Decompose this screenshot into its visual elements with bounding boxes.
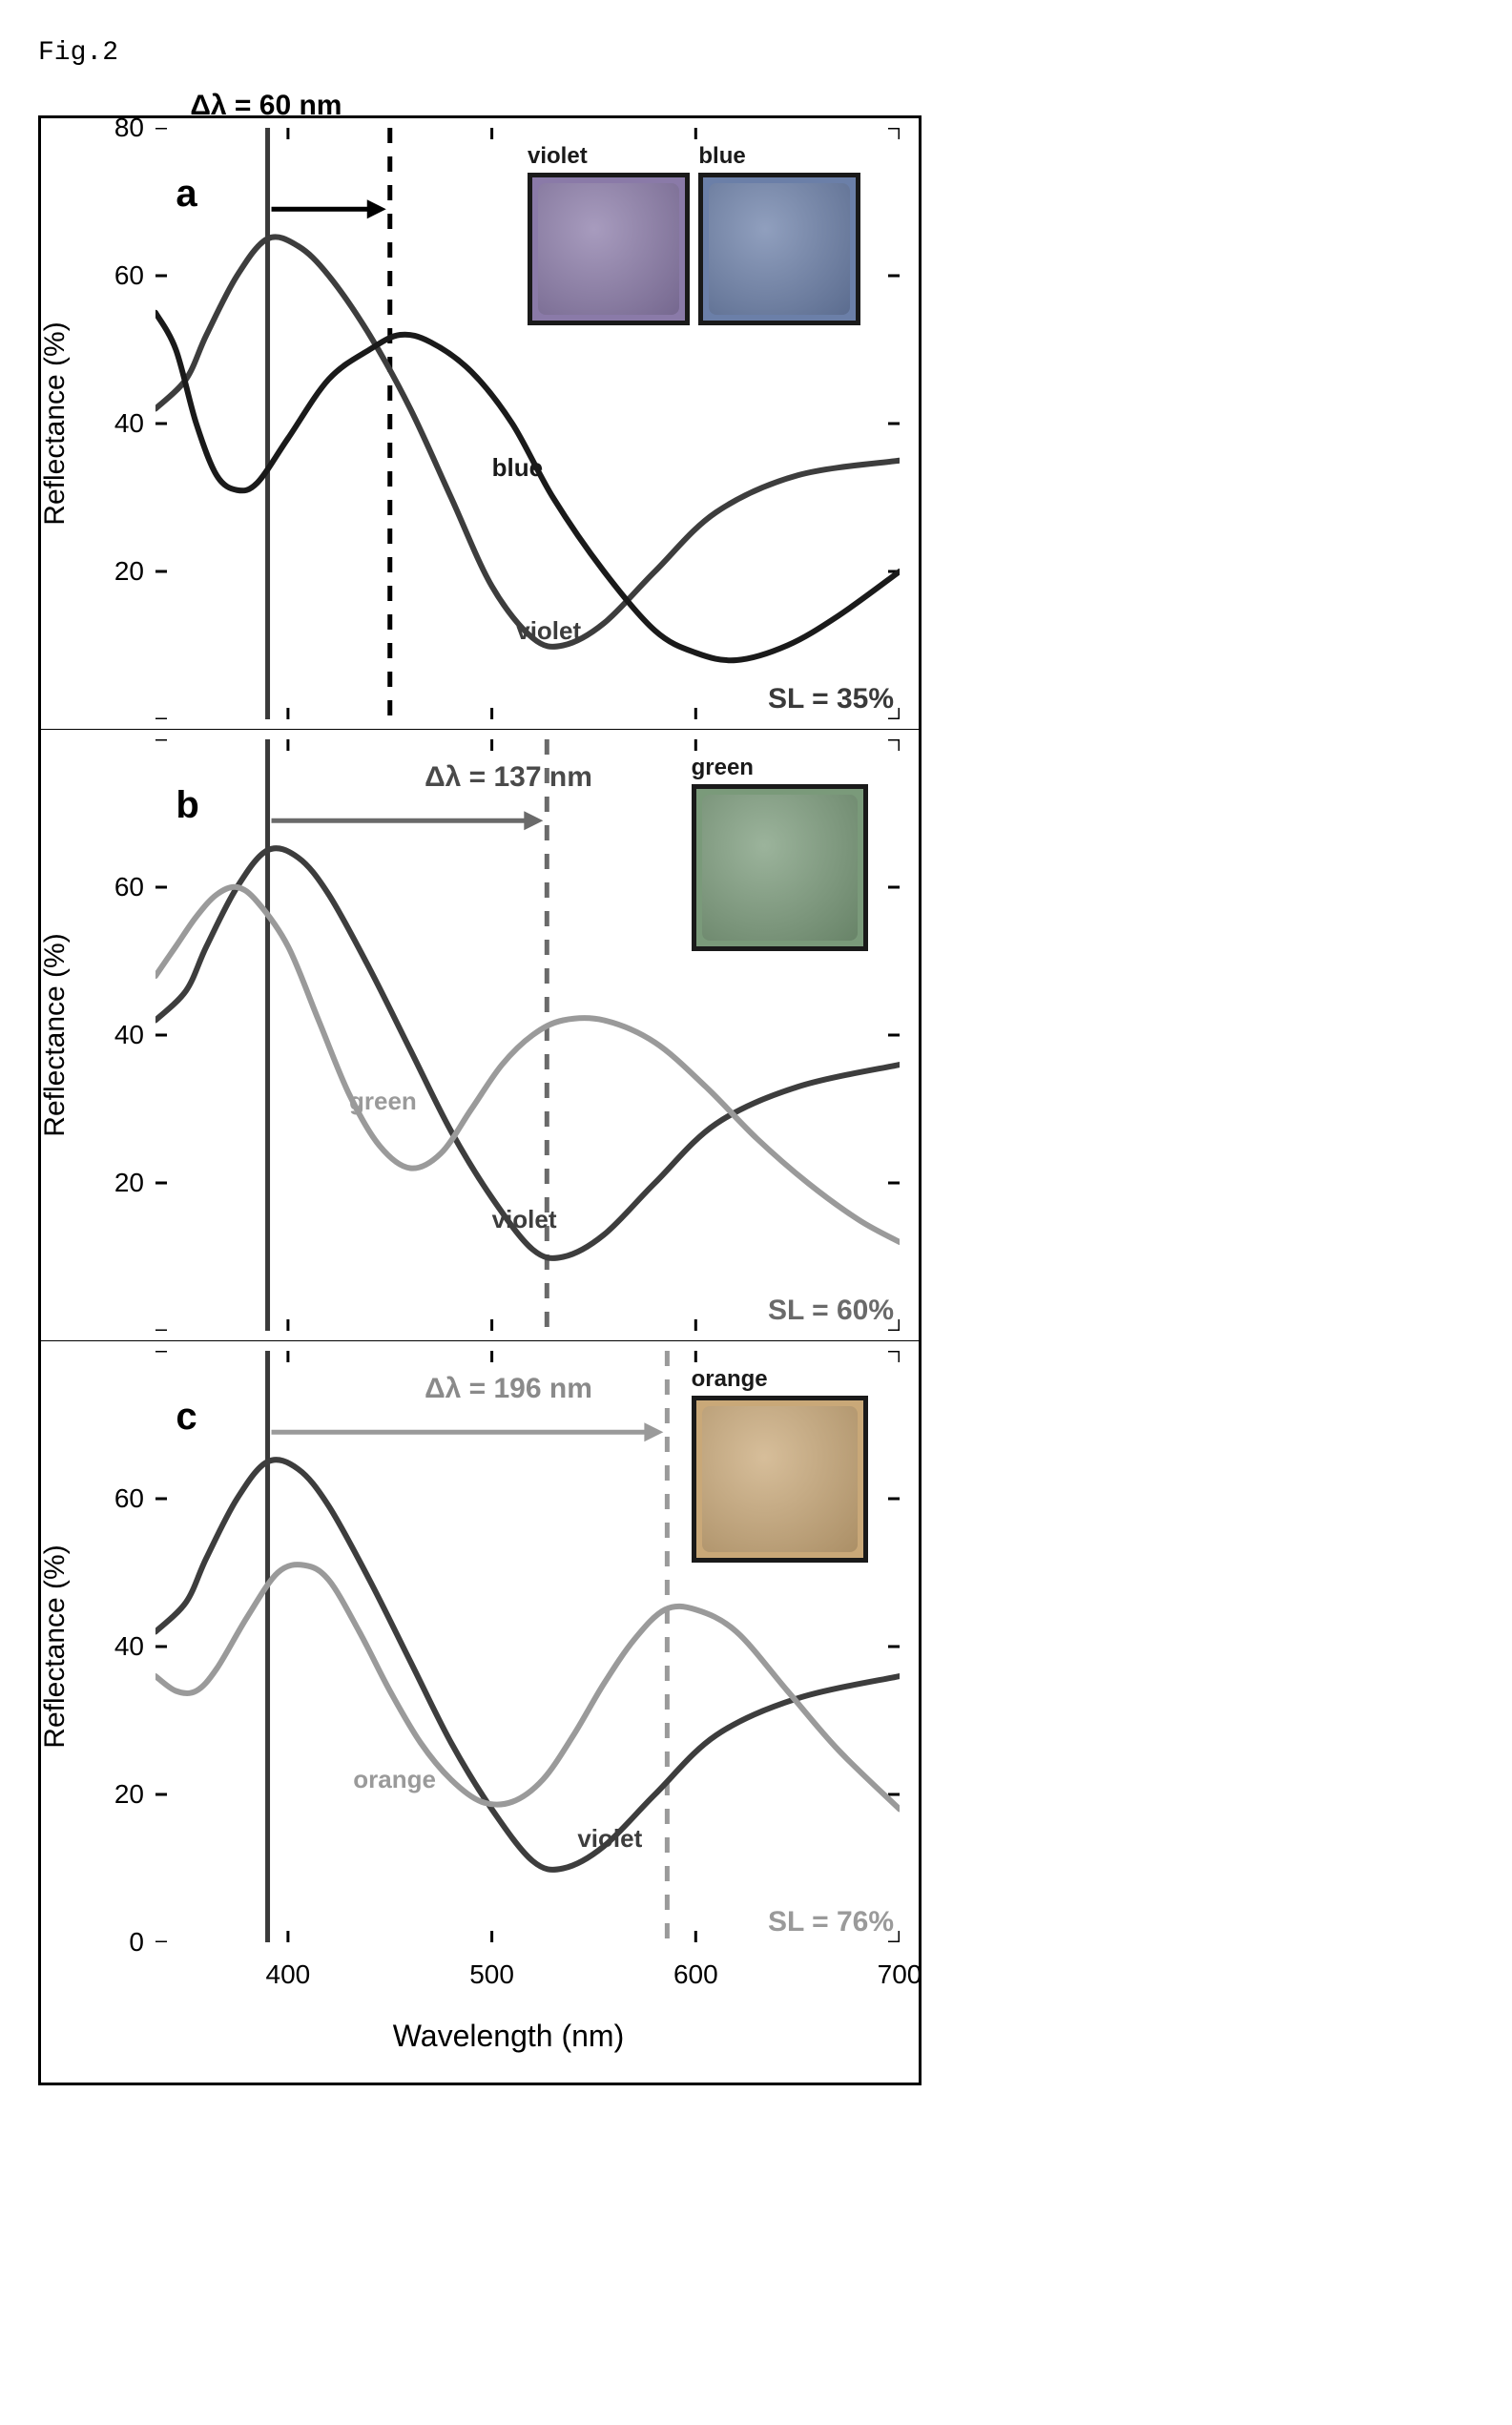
x-tick: 700 (878, 1959, 922, 1990)
figure-caption: Fig.2 (38, 38, 1474, 68)
y-tick: 40 (114, 1020, 155, 1050)
y-tick: 20 (114, 1779, 155, 1810)
sl-label: SL = 35% (768, 683, 894, 715)
y-axis-label: Reflectance (%) (39, 321, 72, 525)
series-label-green: green (349, 1087, 417, 1116)
inset-photo-violet (528, 173, 690, 325)
y-tick: 60 (114, 260, 155, 291)
panel-c: Reflectance (%)0204060cΔλ = 196 nmSL = 7… (41, 1341, 919, 1952)
series-label-orange: orange (353, 1765, 436, 1794)
inset-photo-orange (692, 1396, 868, 1563)
inset-label: violet (528, 143, 588, 170)
series-label-blue: blue (492, 453, 543, 483)
y-tick: 20 (114, 1168, 155, 1198)
delta-lambda-label: Δλ = 196 nm (292, 1373, 592, 1405)
x-tick: 600 (673, 1959, 718, 1990)
delta-lambda-label: Δλ = 60 nm (190, 90, 342, 122)
panel-a: Reflectance (%)20406080aΔλ = 60 nmSL = 3… (41, 118, 919, 730)
y-tick: 20 (114, 556, 155, 587)
series-label-violet: violet (577, 1824, 642, 1854)
y-tick: 40 (114, 1631, 155, 1662)
inset-label: green (692, 755, 754, 781)
y-tick: 60 (114, 872, 155, 902)
panel-letter: a (176, 173, 197, 216)
series-label-violet: violet (492, 1205, 557, 1234)
y-tick: 40 (114, 408, 155, 439)
y-axis-label: Reflectance (%) (39, 933, 72, 1136)
inset-label: orange (692, 1366, 768, 1393)
y-tick: 60 (114, 1483, 155, 1514)
inset-photo-green (692, 784, 868, 951)
delta-lambda-label: Δλ = 137 nm (292, 761, 592, 794)
panel-letter: c (176, 1396, 197, 1439)
inset-label: blue (698, 143, 745, 170)
y-tick: 0 (129, 1927, 155, 1958)
series-label-violet: violet (516, 616, 581, 646)
y-tick: 80 (114, 113, 155, 143)
y-axis-label: Reflectance (%) (39, 1544, 72, 1748)
x-ticks: 400500600700 (155, 1952, 900, 2000)
panel-b: Reflectance (%) 20 40 60 b Δλ = 137 nm SL = 60… (41, 730, 919, 1341)
sl-label: SL = 60% (768, 1295, 894, 1327)
x-tick: 500 (469, 1959, 514, 1990)
x-axis-label: Wavelength (nm) (41, 2000, 919, 2083)
inset-photo-blue (698, 173, 860, 325)
panel-letter: b (176, 784, 198, 827)
sl-label: SL = 76% (768, 1906, 894, 1938)
figure-panels: Reflectance (%)20406080aΔλ = 60 nmSL = 3… (38, 115, 922, 2085)
x-tick: 400 (266, 1959, 311, 1990)
